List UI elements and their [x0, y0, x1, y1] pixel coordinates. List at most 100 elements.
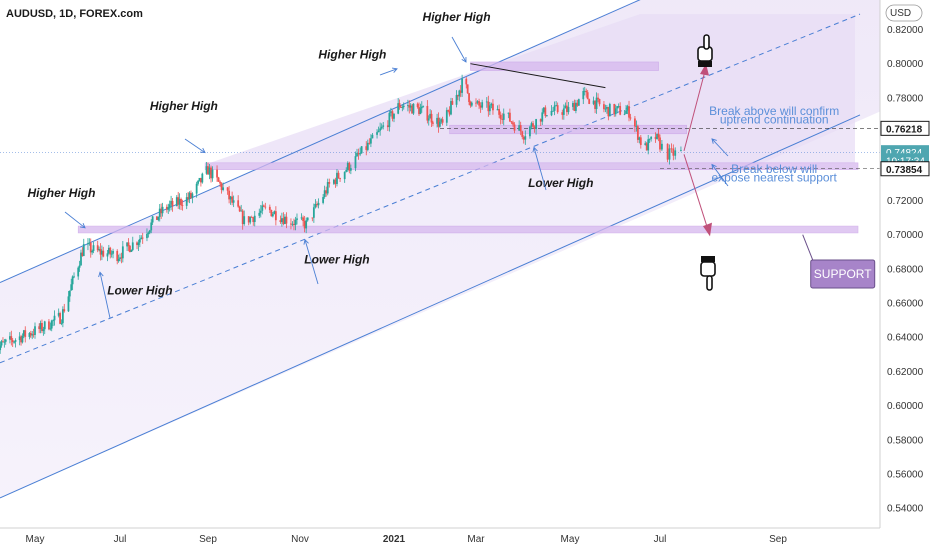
- candle: [575, 99, 577, 114]
- candle: [181, 199, 184, 211]
- candle: [619, 102, 622, 116]
- candle: [469, 100, 472, 108]
- candle: [585, 88, 588, 98]
- candle: [238, 205, 241, 213]
- candle: [157, 216, 160, 222]
- candle: [32, 328, 35, 338]
- annotation-note: uptrend continuation: [720, 113, 829, 127]
- channel-fill-upper: [210, 14, 855, 163]
- candle: [78, 260, 81, 272]
- candle: [259, 204, 262, 218]
- candle: [369, 134, 372, 148]
- candle: [391, 109, 394, 122]
- candle: [485, 97, 488, 108]
- candle: [650, 136, 653, 142]
- annotation-note: expose nearest support: [711, 171, 837, 185]
- candle: [539, 118, 542, 126]
- annotation-label: Higher High: [27, 186, 95, 200]
- y-tick-label: 0.70000: [887, 230, 924, 241]
- candle: [376, 129, 378, 139]
- candle: [279, 215, 282, 224]
- candle: [198, 177, 201, 182]
- candle: [625, 104, 627, 115]
- candle: [481, 99, 484, 110]
- candle: [231, 191, 234, 206]
- channel-upper-line: [0, 0, 641, 283]
- x-tick-label: Jul: [654, 534, 667, 545]
- candle: [654, 132, 657, 143]
- candle: [636, 124, 639, 143]
- candle: [22, 329, 25, 339]
- y-tick-label: 0.58000: [887, 435, 924, 446]
- candle: [408, 100, 411, 114]
- candle: [512, 120, 514, 127]
- candle: [273, 210, 276, 215]
- candle: [438, 117, 441, 128]
- candle: [296, 213, 298, 225]
- arrow-hh-2: [184, 138, 206, 154]
- channel-mid-line: [0, 13, 861, 364]
- candle: [608, 102, 611, 117]
- arrow-lh-2: [303, 238, 319, 285]
- candle: [594, 100, 596, 114]
- candle: [535, 118, 537, 135]
- candle: [264, 202, 267, 210]
- candle: [541, 108, 544, 126]
- candle: [507, 112, 510, 119]
- candle: [87, 238, 89, 251]
- candle: [151, 215, 154, 225]
- candle: [402, 102, 405, 110]
- candle: [38, 323, 41, 334]
- candle: [564, 102, 567, 109]
- candle: [138, 235, 141, 248]
- candle: [427, 115, 430, 126]
- candle: [112, 248, 114, 259]
- arrow-note-up: [711, 138, 729, 157]
- x-tick-label: May: [561, 534, 580, 545]
- candle: [180, 197, 182, 210]
- candle: [592, 96, 595, 106]
- candle: [354, 151, 357, 172]
- candle: [120, 252, 123, 264]
- candle: [270, 209, 273, 217]
- candle: [249, 216, 252, 225]
- candle: [167, 203, 170, 214]
- candle: [311, 217, 314, 222]
- candle: [597, 93, 599, 103]
- candle: [24, 326, 27, 343]
- candle: [268, 204, 271, 213]
- candle: [131, 236, 134, 252]
- candle: [0, 341, 2, 354]
- candle: [359, 147, 361, 157]
- annotation-note: Break above will confirm: [709, 104, 839, 118]
- candle: [406, 99, 409, 112]
- candle: [670, 143, 673, 153]
- candle: [502, 108, 505, 126]
- annotation-label: Higher High: [423, 10, 491, 24]
- zone-2: [449, 124, 687, 135]
- candle: [542, 107, 545, 114]
- annotation-label: Lower High: [528, 176, 593, 190]
- candle: [418, 102, 420, 116]
- candle: [629, 113, 632, 121]
- y-tick-label: 0.64000: [887, 333, 924, 344]
- candle: [419, 103, 422, 115]
- candle: [156, 216, 158, 220]
- candle: [60, 319, 63, 326]
- candle: [20, 334, 22, 346]
- x-tick-label: Jul: [114, 534, 127, 545]
- candle: [668, 144, 671, 165]
- svg-text:SUPPORT: SUPPORT: [814, 267, 872, 281]
- candle: [13, 340, 15, 344]
- annotation-label: Lower High: [107, 283, 172, 297]
- candle: [50, 319, 53, 332]
- candle: [217, 176, 220, 182]
- candle: [360, 146, 363, 154]
- candle: [530, 121, 533, 130]
- candle: [119, 253, 121, 262]
- candle: [607, 106, 610, 121]
- candle: [567, 101, 570, 115]
- candle: [605, 105, 608, 114]
- candle: [77, 266, 80, 280]
